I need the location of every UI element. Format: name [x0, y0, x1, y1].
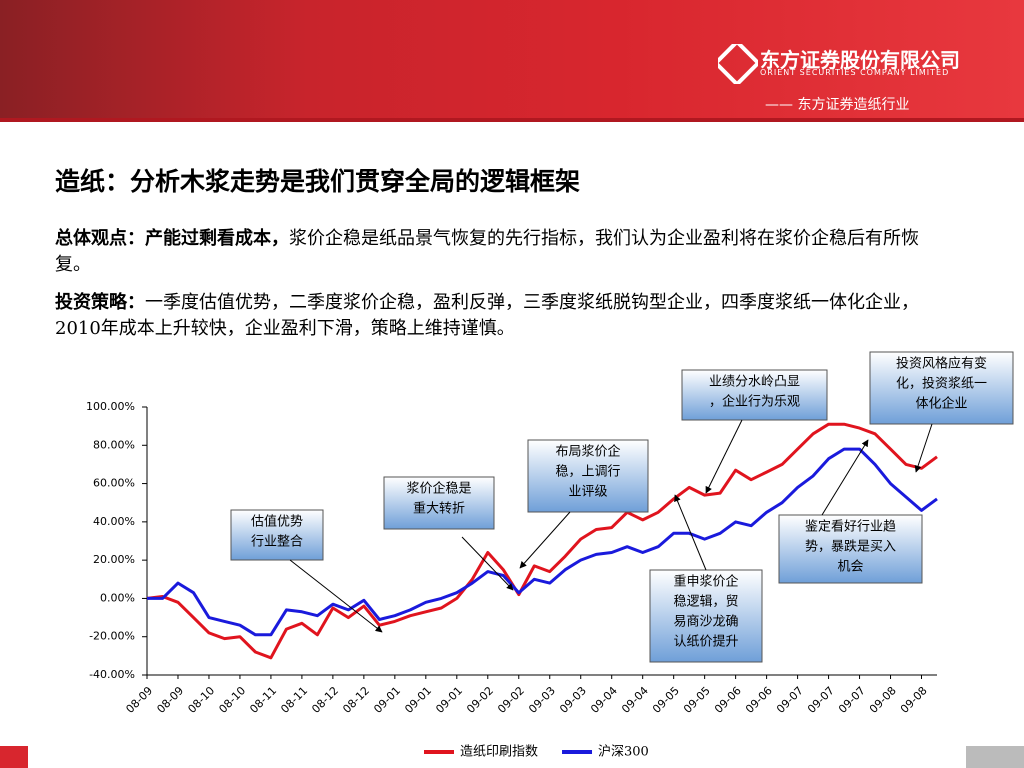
legend-label: 沪深300 [598, 744, 649, 760]
x-tick-label: 09-07 [774, 684, 806, 716]
annotation-box [649, 569, 763, 663]
legend-label: 造纸印刷指数 [460, 745, 538, 760]
slide-title: 造纸：分析木浆走势是我们贯穿全局的逻辑框架 [55, 167, 581, 196]
footer-mark [0, 746, 28, 768]
x-tick-label: 08-11 [247, 684, 279, 716]
x-tick-label: 09-06 [712, 684, 744, 716]
annotation-text: 浆价企稳是 [406, 481, 471, 497]
x-tick-label: 09-04 [588, 684, 620, 716]
y-tick-label: -40.00% [89, 668, 135, 681]
annotation-text: 认纸价提升 [673, 634, 738, 650]
company-name: 东方证券股份有限公司 [760, 48, 960, 72]
x-tick-label: 09-02 [495, 684, 527, 716]
x-tick-label: 09-05 [681, 684, 713, 716]
y-tick-label: 100.00% [86, 400, 135, 413]
annotation-text: 布局浆价企 [555, 444, 620, 460]
x-tick-label: 08-10 [185, 684, 217, 716]
y-tick-label: 20.00% [93, 553, 135, 566]
paragraph-lead: 总体观点：产能过剩看成本， [55, 228, 289, 249]
footer-mark [966, 746, 1024, 768]
annotation-box [383, 476, 495, 530]
paragraph: 投资策略：一季度估值优势，二季度浆价企稳，盈利反弹，三季度浆纸脱钩型企业，四季度… [55, 290, 925, 342]
annotation-arrow [461, 536, 514, 591]
x-tick-label: 09-08 [898, 684, 930, 716]
annotation-text: 体化企业 [915, 396, 967, 412]
annotation-text: 重大转折 [413, 501, 465, 517]
paragraph: 总体观点：产能过剩看成本，浆价企稳是纸品景气恢复的先行指标，我们认为企业盈利将在… [55, 226, 925, 278]
x-tick-label: 08-09 [154, 684, 186, 716]
annotation-box [869, 351, 1014, 425]
annotation-text: 重申浆价企 [673, 574, 738, 590]
x-tick-label: 08-09 [123, 684, 155, 716]
logo-icon [718, 44, 758, 84]
annotation-text: 投资风格应有变 [896, 356, 987, 372]
paragraph-lead: 投资策略： [55, 292, 145, 313]
x-tick-label: 09-08 [867, 684, 899, 716]
annotation-arrow [289, 559, 383, 633]
x-tick-label: 08-10 [216, 684, 248, 716]
x-tick-label: 09-02 [464, 684, 496, 716]
annotation-arrow [674, 494, 707, 571]
annotation-text: 稳逻辑，贸 [673, 594, 738, 610]
paragraph-text: 浆价企稳是纸品景气恢复的先行指标，我们认为企业盈利将在浆价企稳后有所恢复。 [55, 228, 919, 275]
annotation-arrow [914, 423, 933, 473]
company-name-en: ORIENT SECURITIES COMPANY LIMITED [760, 68, 950, 77]
y-tick-label: -20.00% [89, 630, 135, 643]
annotation-text: 稳，上调行 [555, 464, 620, 480]
series-line [146, 422, 938, 660]
x-tick-label: 09-07 [836, 684, 868, 716]
x-tick-label: 09-05 [650, 684, 682, 716]
y-tick-label: 80.00% [93, 438, 135, 451]
annotation-box [681, 369, 828, 421]
x-tick-label: 08-11 [278, 684, 310, 716]
x-tick-label: 09-03 [526, 684, 558, 716]
y-tick-label: 40.00% [93, 515, 135, 528]
annotation-text: 业评级 [568, 485, 607, 500]
x-tick-label: 09-06 [743, 684, 775, 716]
x-tick-label: 08-12 [309, 684, 341, 716]
annotation-box [230, 509, 324, 561]
annotation: 业绩分水岭凸显 ，企业行为乐观 [681, 369, 828, 421]
x-tick-label: 09-01 [371, 684, 403, 716]
annotation-text: 易商沙龙确 [673, 615, 738, 630]
x-tick-label: 09-03 [557, 684, 589, 716]
annotation-text: 业绩分水岭凸显 [709, 375, 800, 390]
section-label: —— 东方证券造纸行业 [765, 97, 910, 113]
annotation-text: 化，投资浆纸一 [896, 376, 987, 392]
annotation-box [778, 514, 923, 584]
annotation-arrow [519, 511, 571, 569]
header-bar [0, 118, 1024, 122]
x-tick-label: 09-07 [805, 684, 837, 716]
annotation-text: 机会 [837, 560, 863, 575]
y-tick-label: 0.00% [100, 591, 135, 604]
annotation-text: 行业整合 [251, 535, 303, 550]
x-tick-label: 09-01 [433, 684, 465, 716]
annotation-text: ，企业行为乐观 [709, 394, 800, 410]
annotation-text: 鉴定看好行业趋 [805, 519, 896, 535]
x-tick-label: 09-04 [619, 684, 651, 716]
series-line [147, 447, 938, 637]
annotation-box [527, 439, 649, 513]
annotation-arrow [705, 419, 743, 494]
annotation-text: 估值优势 [251, 514, 303, 530]
x-tick-label: 08-12 [340, 684, 372, 716]
annotation-arrow [821, 439, 869, 516]
annotation-text: 势，暴跌是买入 [805, 539, 896, 555]
paragraph-text: 一季度估值优势，二季度浆价企稳，盈利反弹，三季度浆纸脱钩型企业，四季度浆纸一体化… [55, 292, 919, 339]
y-tick-label: 60.00% [93, 477, 135, 490]
header-banner [0, 0, 1024, 122]
x-tick-label: 09-01 [402, 684, 434, 716]
